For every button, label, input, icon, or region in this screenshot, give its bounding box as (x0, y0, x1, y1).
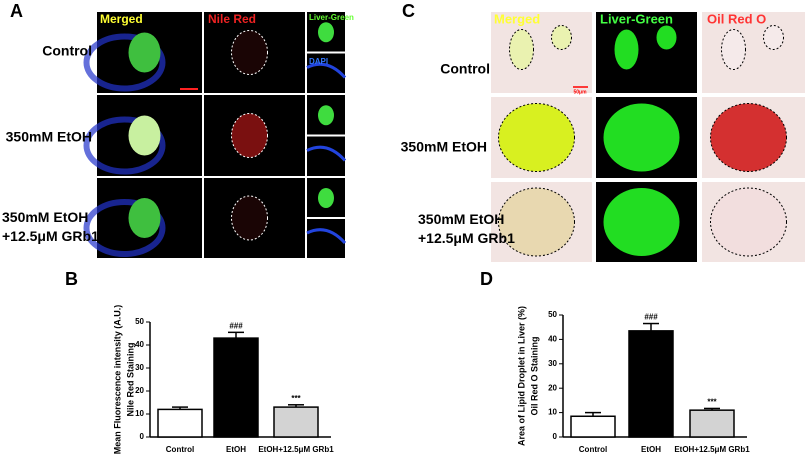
row-label: 350mM EtOH (401, 139, 487, 155)
micrograph (596, 12, 697, 93)
bar (628, 330, 674, 438)
y-axis-label: Nile Red Staining (125, 342, 135, 416)
row-label: Control (42, 43, 92, 59)
y-tick-label: 0 (140, 432, 145, 441)
column-label: Liver-Green (309, 13, 354, 22)
column-label: Merged (100, 12, 143, 26)
liver-outline (231, 30, 268, 75)
micrograph (702, 12, 805, 93)
y-tick-label: 40 (548, 335, 557, 344)
row-label: +12.5μM GRb1 (418, 230, 515, 246)
row-label: 350mM EtOH (6, 129, 92, 145)
y-tick-label: 20 (548, 383, 557, 392)
liver (603, 103, 680, 172)
liver (603, 188, 680, 256)
column-label: Nile Red (208, 12, 256, 26)
significance-label: *** (291, 394, 301, 403)
column-label: Oil Red O (707, 11, 766, 26)
y-tick-label: 0 (553, 432, 558, 441)
scale-bar-label: 50μm (573, 89, 587, 95)
panel-label: D (480, 269, 493, 289)
liver (498, 103, 575, 172)
y-tick-label: 40 (135, 340, 144, 349)
liver (763, 25, 784, 50)
liver (128, 32, 161, 73)
x-tick-label: EtOH+12.5μM GRb1 (258, 445, 334, 454)
liver (128, 198, 161, 238)
y-axis-label: Mean Fluorescence intensity (A.U.) (112, 305, 122, 455)
row-label: 350mM EtOH (418, 211, 504, 227)
x-tick-label: Control (579, 445, 607, 454)
row-label: +12.5μM GRb1 (2, 228, 99, 244)
panel-label: A (10, 1, 23, 21)
tissue (83, 116, 166, 175)
x-tick-label: EtOH (641, 445, 661, 454)
tissue (83, 199, 166, 257)
liver-outline (231, 195, 268, 241)
dapi (306, 145, 347, 162)
liver (710, 187, 787, 257)
bar (273, 406, 319, 438)
micrograph (491, 12, 592, 93)
column-label: Liver-Green (600, 11, 673, 26)
liver (614, 29, 639, 70)
y-axis-label: Area of Lipid Droplet in Liver (%) (516, 306, 526, 446)
y-tick-label: 50 (548, 310, 557, 319)
liver (498, 187, 575, 257)
liver-outline (231, 113, 268, 158)
bar (689, 409, 735, 438)
panel-label: B (65, 269, 78, 289)
significance-label: ### (644, 313, 658, 322)
liver (710, 103, 787, 172)
row-label: 350mM EtOH (2, 209, 88, 225)
significance-label: *** (707, 398, 717, 407)
row-label: Control (440, 61, 490, 77)
y-tick-label: 10 (135, 409, 144, 418)
liver (551, 25, 572, 50)
y-tick-label: 30 (135, 363, 144, 372)
column-label: Merged (494, 11, 540, 26)
liver (318, 22, 334, 43)
column-label: DAPI (309, 57, 328, 66)
y-axis-label: Oil Red O Staining (529, 336, 539, 415)
x-tick-label: Control (166, 445, 194, 454)
liver (509, 29, 534, 70)
liver (128, 115, 161, 156)
x-tick-label: EtOH+12.5μM GRb1 (674, 445, 750, 454)
bar (157, 408, 203, 438)
y-tick-label: 10 (548, 408, 557, 417)
panel-label: C (402, 1, 415, 21)
bar (570, 415, 616, 438)
dapi (306, 62, 347, 79)
bar (213, 337, 259, 438)
significance-label: ### (229, 321, 243, 330)
liver (318, 105, 334, 126)
x-tick-label: EtOH (226, 445, 246, 454)
y-tick-label: 30 (548, 359, 557, 368)
liver (656, 25, 677, 50)
dapi (306, 228, 347, 245)
y-tick-label: 20 (135, 386, 144, 395)
liver (318, 188, 334, 208)
tissue (83, 33, 166, 92)
y-tick-label: 50 (135, 317, 144, 326)
liver (721, 29, 746, 70)
